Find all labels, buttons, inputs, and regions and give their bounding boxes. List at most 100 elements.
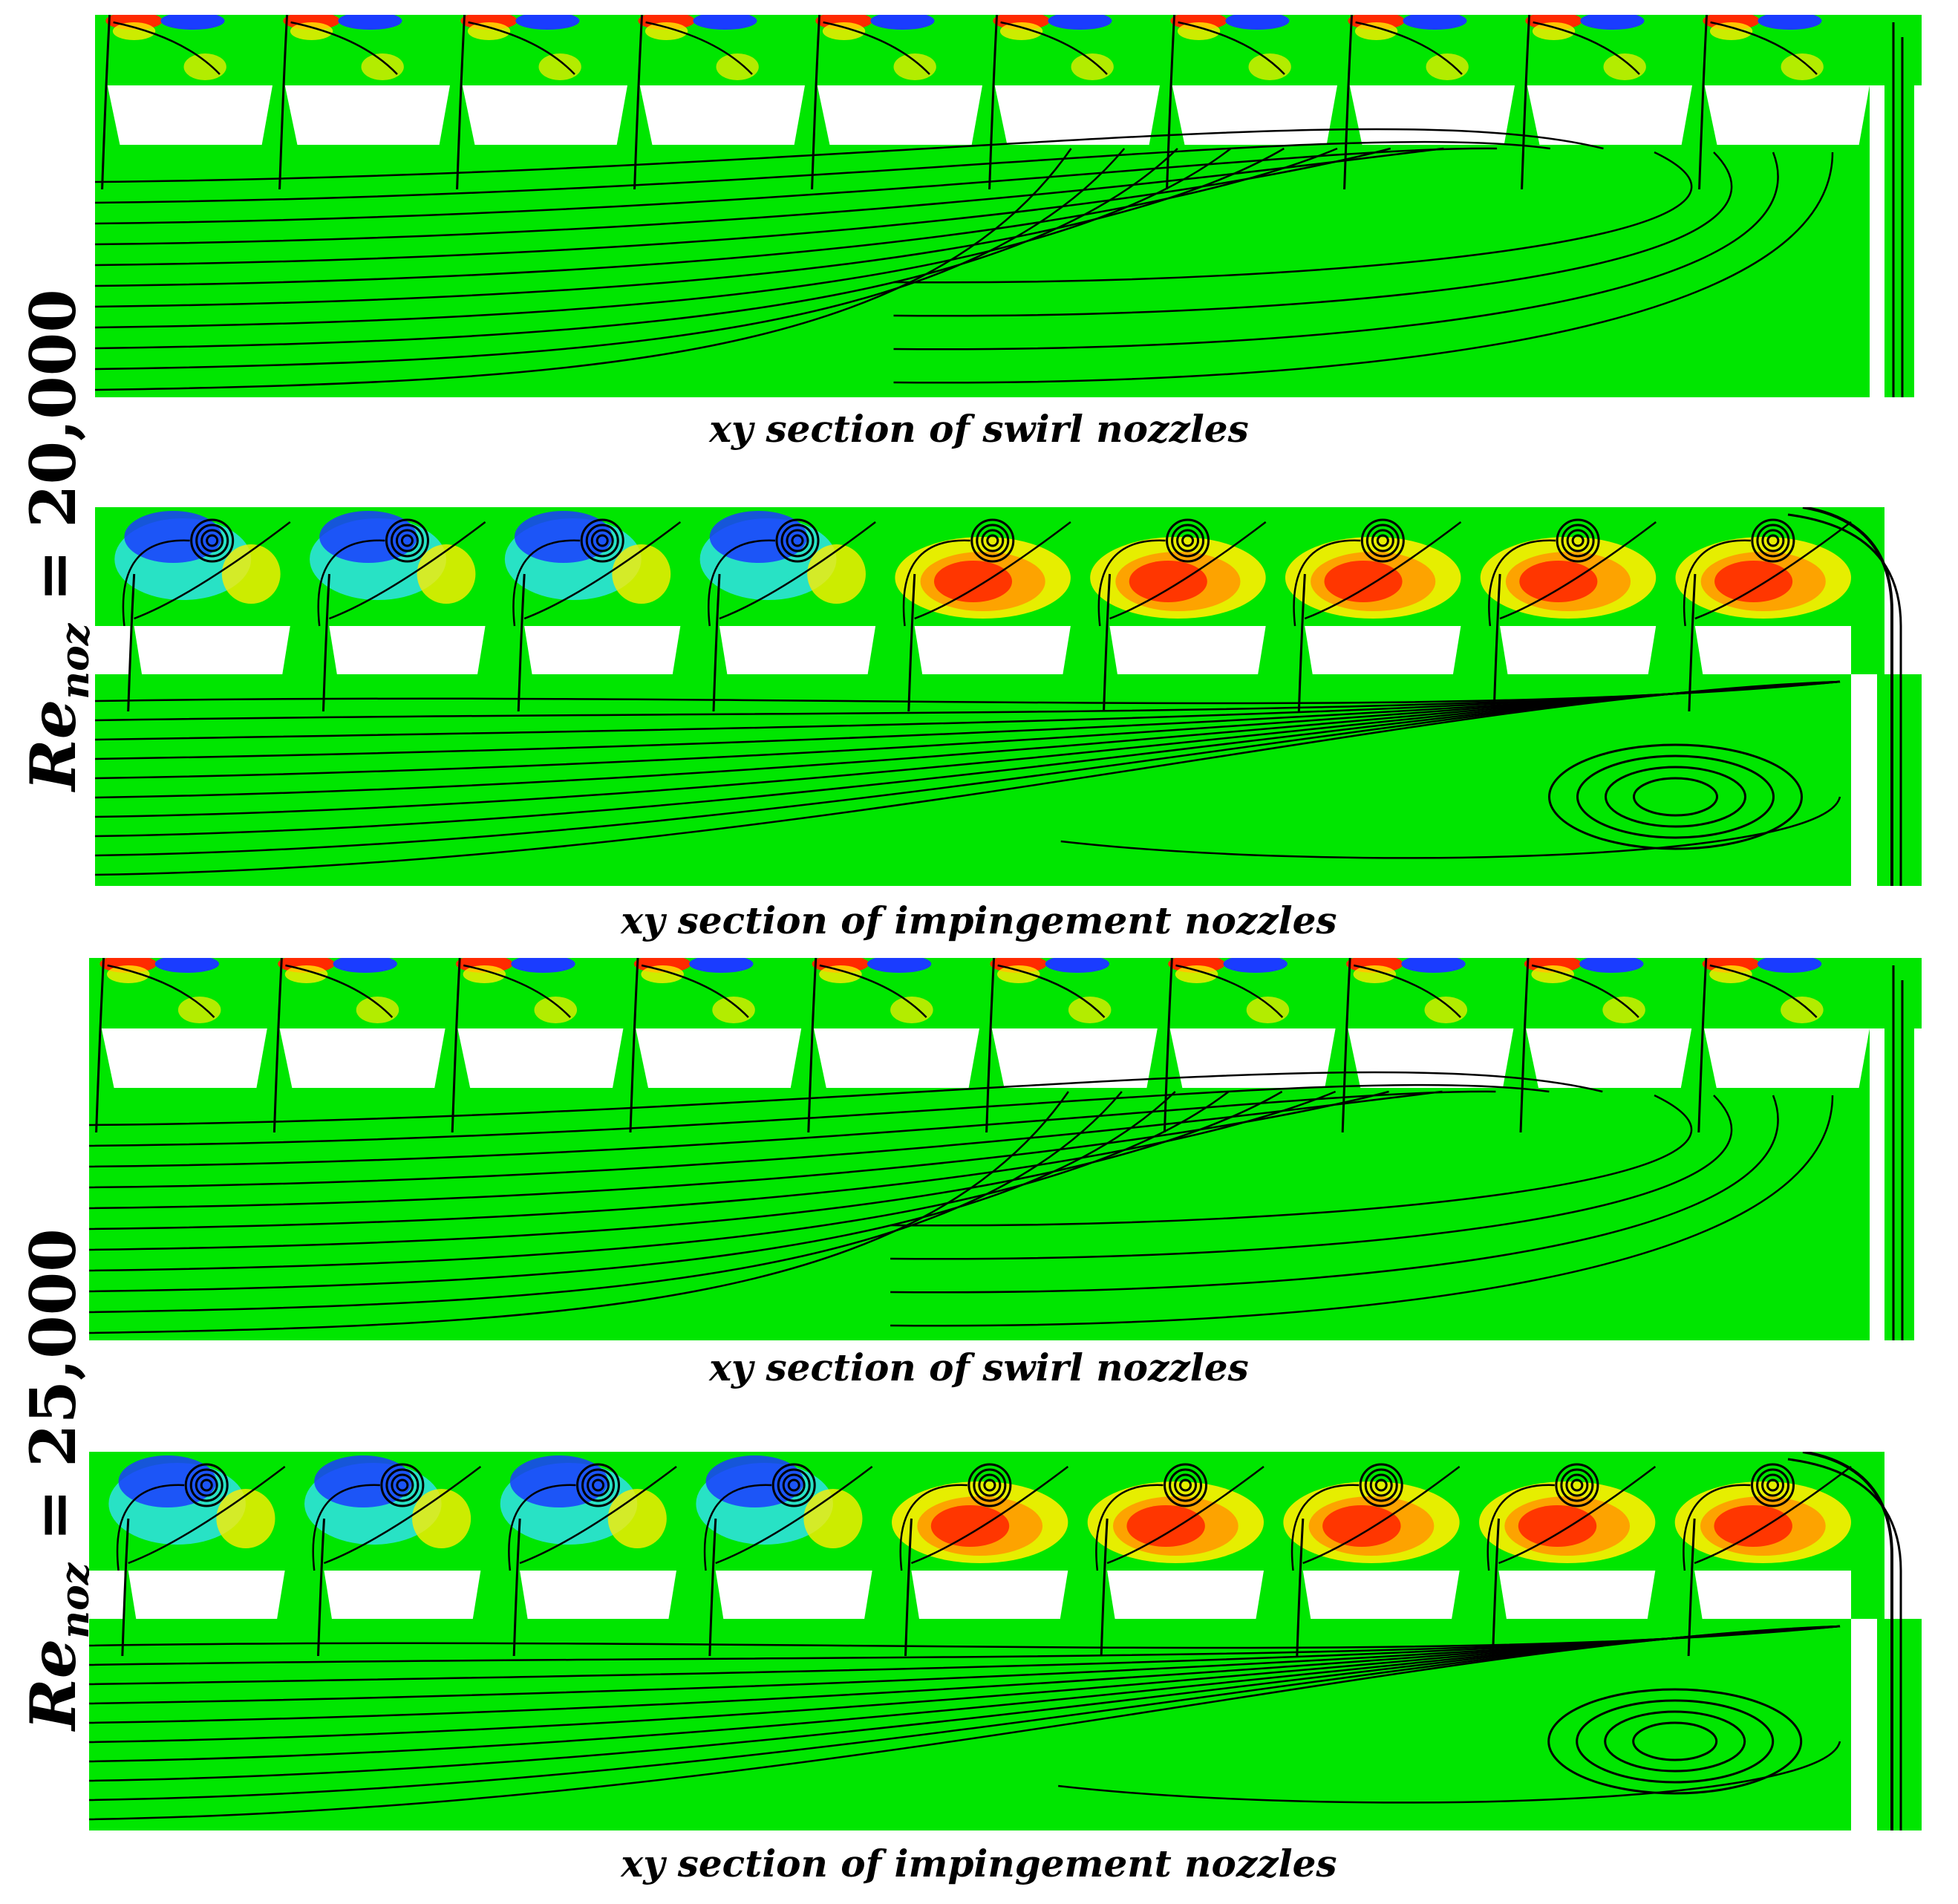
vortex-streamline (592, 1478, 605, 1492)
wall (1851, 1619, 1877, 1830)
streamline (1058, 1741, 1841, 1804)
vortex-streamline (775, 518, 820, 563)
vortex-streamline (200, 529, 224, 552)
solid-block (1349, 85, 1515, 145)
vortex-streamline (189, 1468, 223, 1502)
solid-block (1704, 85, 1870, 145)
streamline (134, 521, 291, 620)
vortex-streamline (195, 524, 229, 558)
solid-block (1348, 1028, 1514, 1088)
solid-block (1107, 1571, 1264, 1619)
solid-block (1753, 1571, 1851, 1619)
outlet-channel (1877, 1619, 1922, 1830)
warm-region (221, 544, 281, 604)
jet-streamline (1697, 958, 1708, 1133)
streamline (1710, 21, 1818, 75)
panel-swirl-re20000 (95, 15, 1922, 397)
streamline (899, 1484, 967, 1571)
jet-streamline (1698, 15, 1709, 190)
streamline (1694, 521, 1852, 620)
streamline (122, 539, 190, 627)
cold-region (509, 1455, 608, 1507)
streamline (902, 539, 970, 627)
jet-streamline (1100, 1518, 1109, 1657)
vortex-streamline (395, 529, 419, 552)
recirculation-streamline (1548, 743, 1803, 850)
vortex-streamline (1181, 534, 1195, 547)
jet-streamline (512, 1518, 521, 1657)
vortex-streamline (1369, 1473, 1393, 1497)
streamline (95, 680, 1841, 705)
streamline (1304, 521, 1462, 620)
cold-spot (511, 958, 575, 973)
vortex-streamline (1571, 534, 1585, 547)
warm-spot (1248, 53, 1291, 80)
streamline (1353, 964, 1461, 1018)
streamline (1531, 964, 1639, 1018)
jet-streamline (517, 573, 526, 712)
solid-block (991, 1028, 1158, 1088)
hot-region (1126, 1505, 1205, 1547)
streamline (1293, 539, 1361, 627)
solid-block (279, 1028, 446, 1088)
cold-spot (1758, 15, 1822, 30)
streamline (893, 151, 1693, 284)
vortex-streamline (1171, 524, 1205, 558)
streamline (893, 151, 1834, 384)
vortex-streamline (595, 534, 609, 547)
vortex-streamline (1751, 1463, 1795, 1507)
outlet-streamline (1802, 1452, 1893, 1830)
streamline (719, 521, 876, 620)
vortex-streamline (1176, 529, 1200, 552)
vortex-streamline (1561, 524, 1595, 558)
streamline (1533, 21, 1640, 75)
warm-spot (999, 22, 1043, 40)
solid-block (639, 85, 805, 145)
streamline (708, 539, 776, 627)
vortex-streamline (782, 1473, 806, 1497)
warm-spot (284, 965, 328, 983)
jet-streamline (95, 958, 105, 1133)
solid-block (520, 1571, 676, 1619)
streamline (1000, 21, 1108, 75)
streamline (1175, 964, 1284, 1018)
warm-region (216, 1489, 275, 1548)
solid-block (329, 626, 486, 674)
hot-region (933, 561, 1013, 602)
wall (1870, 1028, 1884, 1340)
solid-block (101, 1028, 267, 1088)
streamline (893, 151, 1779, 351)
solid-block (284, 85, 450, 145)
cold-region (314, 1455, 413, 1507)
vortex-streamline (1166, 518, 1210, 563)
streamline (1498, 1466, 1657, 1565)
re-symbol: Re (16, 699, 90, 791)
solid-block (89, 1571, 125, 1619)
streamline (128, 1466, 286, 1565)
warm-spot (1068, 997, 1112, 1023)
streamline (890, 1095, 1834, 1327)
solid-block (1498, 1571, 1656, 1619)
warm-region (417, 544, 476, 604)
vortex-streamline (787, 1478, 800, 1492)
streamline (1097, 539, 1166, 627)
warm-spot (467, 22, 511, 40)
solid-block (1109, 626, 1266, 674)
cold-spot (515, 15, 580, 30)
solid-block (911, 1571, 1068, 1619)
flow-field-swirl (89, 958, 1922, 1340)
vortex-streamline (967, 1463, 1012, 1507)
vortex-streamline (1761, 529, 1785, 552)
streamline (893, 151, 1733, 317)
vortex-streamline (981, 529, 1005, 552)
re-label-20000: Renoz = 20,000 (16, 289, 98, 791)
re-label-25000: Renoz = 25,000 (16, 1228, 98, 1730)
recirculation-streamline (1547, 1688, 1803, 1795)
streamline (890, 1094, 1693, 1227)
outlet-channel (1870, 15, 1922, 85)
cold-region (124, 511, 222, 563)
vortex-streamline (587, 1473, 610, 1497)
outlet-channel (1870, 958, 1922, 1028)
outlet-streamline (1787, 1458, 1902, 1830)
hot-region (1129, 561, 1207, 602)
